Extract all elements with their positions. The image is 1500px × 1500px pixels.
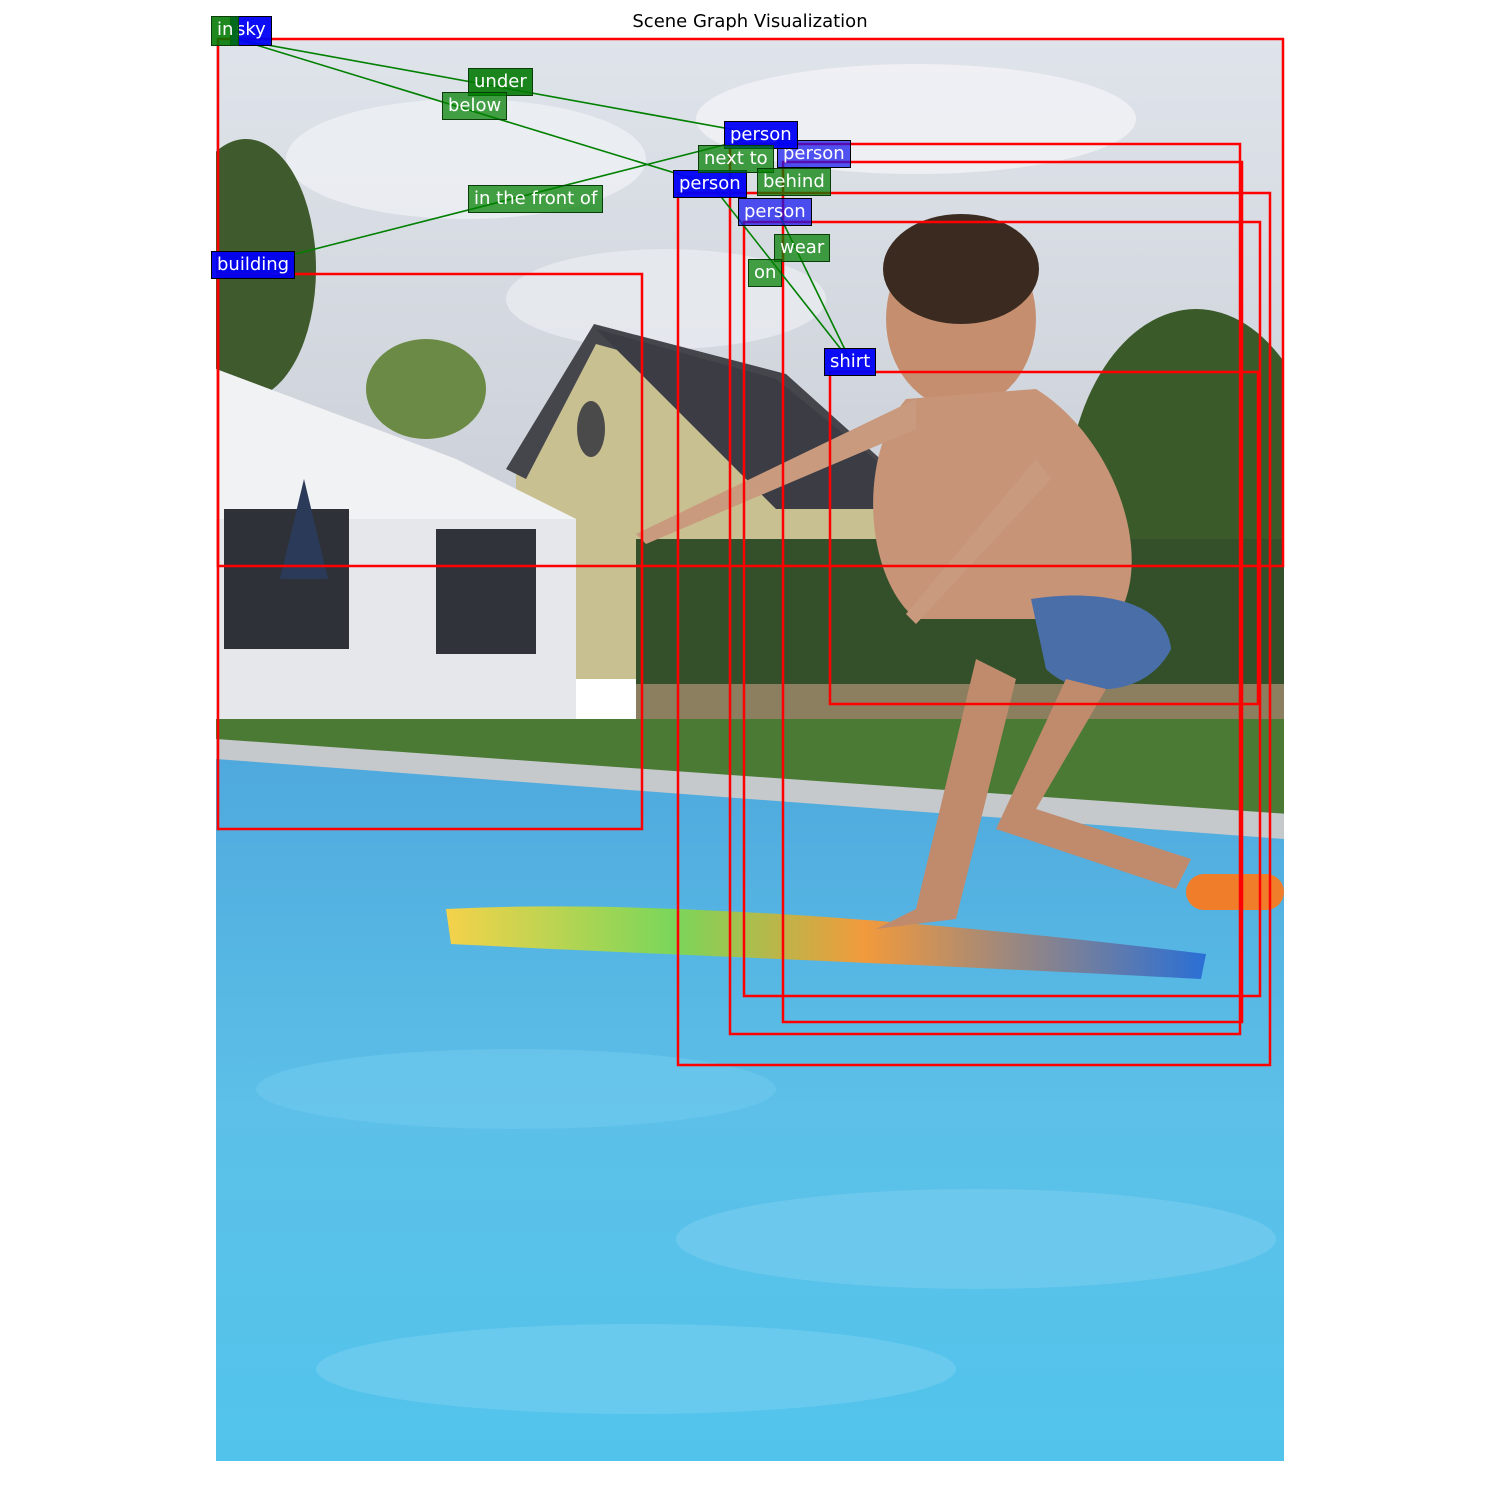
label-person-left[interactable]: person: [673, 170, 747, 198]
label-rel-below[interactable]: below: [442, 92, 508, 120]
label-rel-on[interactable]: on: [748, 259, 783, 287]
label-shirt[interactable]: shirt: [824, 348, 877, 376]
label-rel-in[interactable]: in: [211, 16, 240, 46]
figure-title: Scene Graph Visualization: [632, 11, 868, 32]
label-rel-wear[interactable]: wear: [774, 234, 831, 262]
label-person-back[interactable]: person: [777, 140, 851, 168]
label-person-mid[interactable]: person: [738, 198, 812, 226]
label-sky[interactable]: sky: [230, 16, 272, 46]
label-rel-in-front-of[interactable]: in the front of: [468, 185, 604, 213]
label-building[interactable]: building: [211, 251, 296, 279]
label-rel-behind[interactable]: behind: [757, 168, 831, 196]
scene-photo: [216, 39, 1284, 1461]
label-rel-under[interactable]: under: [468, 68, 533, 96]
